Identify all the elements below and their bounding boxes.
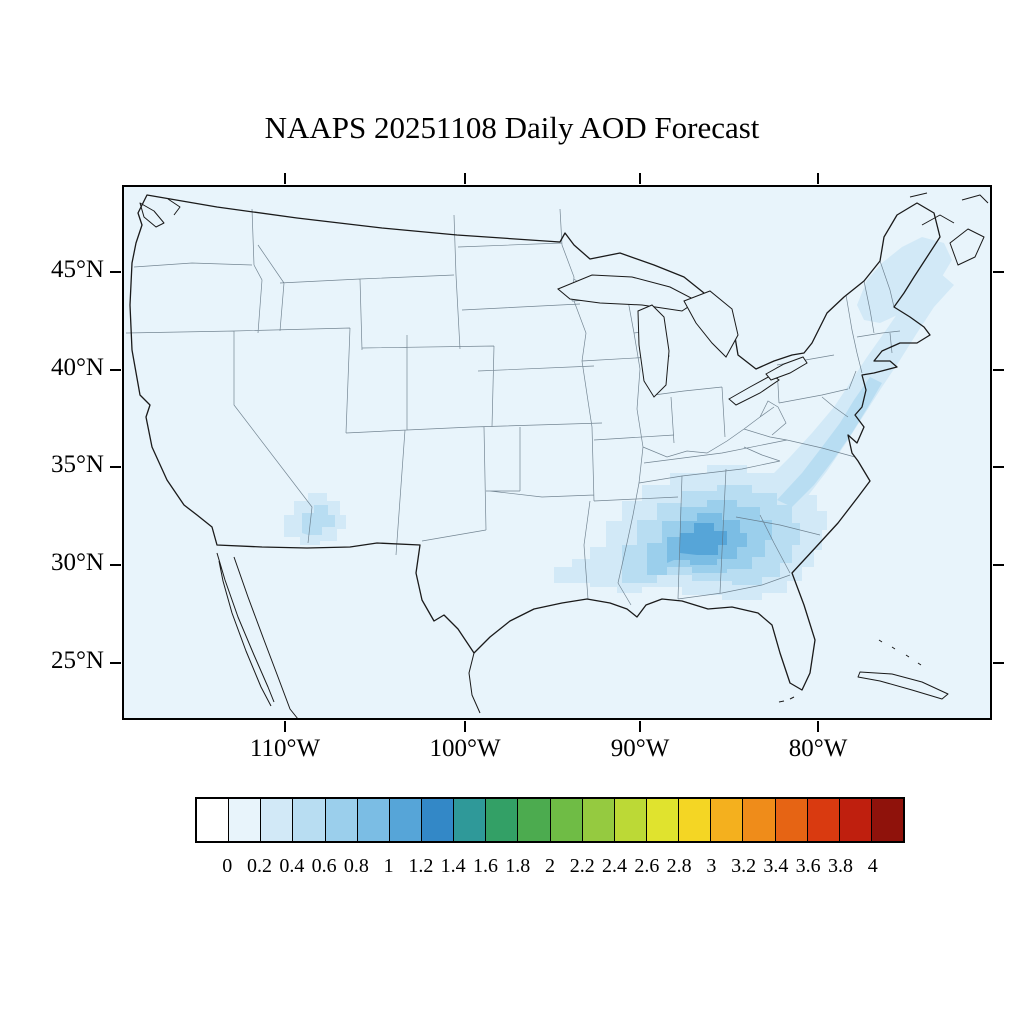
lat-tick-right (993, 466, 1004, 468)
aod-layer (284, 237, 954, 600)
colorbar-tick-label: 0 (222, 855, 233, 877)
colorbar-tick-label: 4 (867, 855, 878, 877)
colorbar-tick-label: 3.8 (827, 855, 853, 877)
great-lakes (557, 274, 808, 406)
chart-title: NAAPS 20251108 Daily AOD Forecast (264, 110, 760, 145)
lon-label: 100°W (429, 735, 501, 762)
colorbar-tick-label: 3.2 (731, 855, 757, 877)
lon-tick-top (639, 173, 641, 184)
lat-label: 25°N (50, 647, 104, 674)
lon-tick-top (284, 173, 286, 184)
lat-label: 35°N (50, 451, 104, 478)
lat-tick-left (110, 271, 121, 273)
colorbar-cell (421, 799, 455, 841)
colorbar-cell (775, 799, 808, 841)
colorbar-cell (839, 799, 872, 841)
conus-outline (129, 194, 941, 691)
colorbar-cell (325, 799, 358, 841)
lat-tick-right (993, 564, 1004, 566)
colorbar-cell (357, 799, 390, 841)
colorbar-tick-label: 1 (383, 855, 394, 877)
aod-newengland-patch (857, 237, 952, 323)
colorbar (195, 797, 905, 843)
colorbar-cell (614, 799, 647, 841)
lake-huron (683, 290, 739, 358)
mexico-mainland-coast (233, 556, 481, 720)
lat-tick-right (993, 271, 1004, 273)
lon-tick-top (817, 173, 819, 184)
lat-label: 40°N (50, 354, 104, 381)
colorbar-tick-label: 1.8 (505, 855, 531, 877)
colorbar-tick-label: 3.4 (763, 855, 789, 877)
colorbar-cell (518, 799, 551, 841)
us-map-svg (122, 185, 992, 720)
colorbar-tick-label: 2.2 (569, 855, 595, 877)
lat-tick-left (110, 466, 121, 468)
lon-label: 90°W (610, 735, 670, 762)
lake-michigan (637, 304, 670, 398)
lat-tick-left (110, 564, 121, 566)
colorbar-cell (743, 799, 776, 841)
lat-tick-left (110, 369, 121, 371)
lat-tick-right (993, 662, 1004, 664)
map-area (122, 185, 992, 720)
colorbar-cell (679, 799, 712, 841)
colorbar-tick-label: 0.8 (343, 855, 369, 877)
colorbar-cell (197, 799, 230, 841)
aod-corridor-inner (777, 377, 882, 507)
national-borders (129, 192, 989, 720)
colorbar-cell (550, 799, 583, 841)
aod-arizona-level2 (302, 505, 335, 535)
canada-maritime-coast (909, 192, 989, 266)
colorbar-labels: 0 0.2 0.4 0.6 0.8 1 1.2 1.4 1.6 1.8 2 2.2 2.4 2.6 2.8 3… (195, 855, 905, 881)
lat-label: 30°N (50, 549, 104, 576)
colorbar-cell (486, 799, 519, 841)
colorbar-cell (871, 799, 904, 841)
colorbar-tick-label: 0.6 (311, 855, 337, 877)
colorbar-cell (229, 799, 262, 841)
lon-tick-bottom (464, 721, 466, 732)
map-frame (122, 185, 992, 720)
lake-ontario (765, 356, 808, 381)
lon-tick-top (464, 173, 466, 184)
map-background (122, 185, 992, 720)
colorbar-cell (261, 799, 294, 841)
colorbar-tick-label: 2.4 (602, 855, 628, 877)
colorbar-tick-label: 0.2 (247, 855, 273, 877)
lat-label: 45°N (50, 256, 104, 283)
lon-label: 110°W (249, 735, 321, 762)
aod-louisiana-patch (554, 559, 592, 583)
colorbar-cell (293, 799, 326, 841)
colorbar-tick-label: 0.4 (279, 855, 305, 877)
colorbar-tick-label: 2.8 (666, 855, 692, 877)
colorbar-cell (646, 799, 680, 841)
colorbar-tick-label: 1.2 (408, 855, 434, 877)
colorbar-cell (711, 799, 744, 841)
colorbar-tick-label: 3.6 (795, 855, 821, 877)
colorbar-tick-label: 1.6 (472, 855, 498, 877)
colorbar-tick-label: 1.4 (440, 855, 466, 877)
bahamas-and-keys (778, 639, 922, 703)
baja-california-coast (216, 552, 275, 707)
colorbar-tick-label: 2 (545, 855, 555, 877)
colorbar-cell (807, 799, 840, 841)
colorbar-tick-label: 2.6 (634, 855, 660, 877)
lon-tick-bottom (817, 721, 819, 732)
colorbar-cell (389, 799, 422, 841)
colorbar-tick-label: 3 (706, 855, 717, 877)
colorbar-cell (454, 799, 487, 841)
cuba-coast (857, 671, 949, 700)
lon-label: 80°W (788, 735, 848, 762)
lake-erie (728, 374, 780, 406)
aod-southeast-core (680, 523, 727, 555)
lon-tick-bottom (639, 721, 641, 732)
colorbar-cell (582, 799, 615, 841)
lat-tick-left (110, 662, 121, 664)
lat-tick-right (993, 369, 1004, 371)
lon-tick-bottom (284, 721, 286, 732)
vancouver-island (139, 198, 181, 228)
